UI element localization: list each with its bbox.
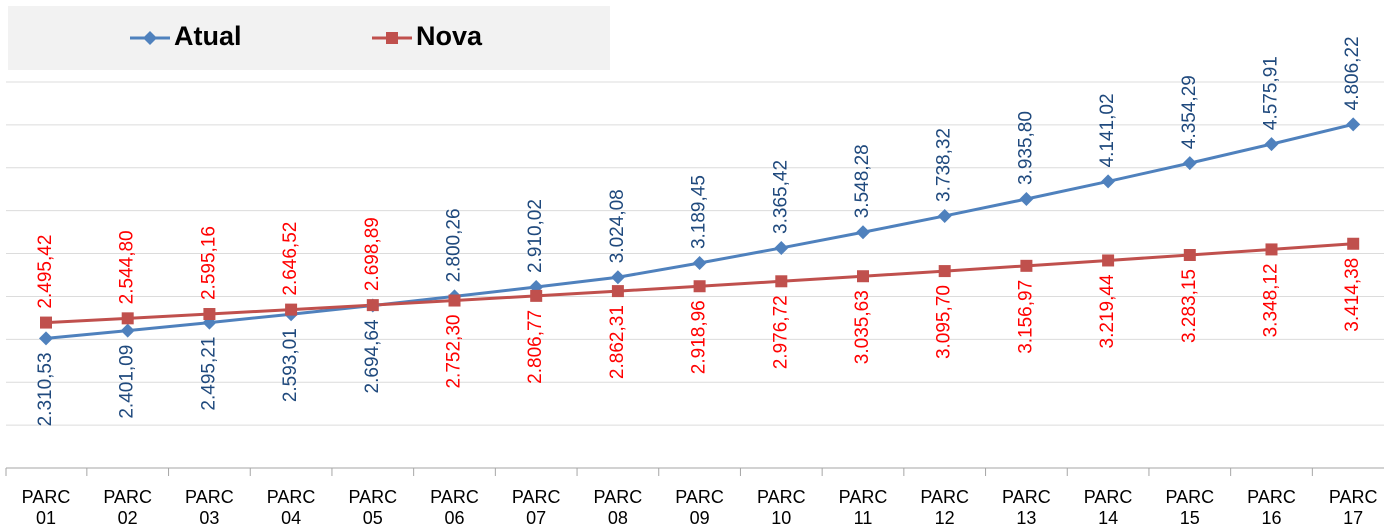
x-tick-label: PARC 14 (1084, 487, 1133, 524)
data-label: 2.862,31 (607, 305, 628, 379)
data-label: 2.698,89 (362, 217, 383, 291)
x-tick-label: PARC 02 (103, 487, 152, 524)
data-label: 4.806,22 (1342, 36, 1363, 110)
x-tick-label: PARC 08 (594, 487, 643, 524)
data-label: 4.575,91 (1261, 56, 1282, 130)
data-label: 3.365,42 (770, 160, 791, 234)
data-label: 3.189,45 (689, 175, 710, 249)
marker (1264, 137, 1279, 152)
marker (203, 308, 216, 321)
marker (1102, 254, 1115, 267)
data-label: 2.310,53 (35, 352, 56, 426)
data-label: 2.401,09 (117, 345, 138, 419)
x-tick-label: PARC 17 (1329, 487, 1378, 524)
marker (39, 331, 53, 346)
marker (1346, 117, 1361, 132)
data-label: 3.095,70 (934, 285, 955, 359)
data-label: 2.495,42 (35, 235, 56, 309)
marker (530, 289, 543, 302)
legend-marker (386, 32, 398, 44)
x-tick-label: PARC 05 (348, 487, 397, 524)
data-label: 3.219,44 (1097, 274, 1118, 348)
x-tick-label: PARC 01 (22, 487, 71, 524)
x-tick-label: PARC 13 (1002, 487, 1051, 524)
x-tick-label: PARC 07 (512, 487, 561, 524)
data-label: 2.918,96 (689, 300, 710, 374)
data-label: 2.544,80 (117, 230, 138, 304)
marker (1183, 249, 1196, 262)
x-tick-label: PARC 06 (430, 487, 479, 524)
data-label: 3.348,12 (1261, 263, 1282, 337)
marker (611, 285, 624, 298)
marker (120, 323, 135, 338)
marker (693, 280, 706, 293)
marker (856, 225, 870, 240)
x-tick-label: PARC 11 (839, 487, 888, 524)
data-label: 3.548,28 (852, 144, 873, 218)
marker (1020, 259, 1033, 272)
marker (937, 208, 952, 223)
marker (774, 240, 789, 255)
data-label: 2.910,02 (525, 199, 546, 273)
legend-box (8, 6, 610, 70)
marker (610, 270, 625, 285)
data-label: 3.283,15 (1179, 269, 1200, 343)
marker (121, 312, 134, 325)
data-label: 3.935,80 (1015, 111, 1036, 185)
data-label: 2.806,77 (525, 310, 546, 384)
data-label: 4.141,02 (1097, 93, 1118, 167)
data-label: 2.646,52 (280, 222, 301, 296)
data-label: 3.156,97 (1015, 280, 1036, 354)
data-label: 2.752,30 (444, 315, 465, 389)
marker (857, 270, 869, 283)
marker (40, 316, 52, 329)
marker (938, 265, 951, 278)
data-label: 3.035,63 (852, 290, 873, 364)
marker (1101, 174, 1116, 189)
legend-marker (143, 31, 157, 45)
data-label: 2.976,72 (770, 295, 791, 369)
data-label: 2.694,64 (362, 319, 383, 393)
marker (1182, 156, 1197, 171)
x-tick-label: PARC 10 (757, 487, 806, 524)
marker (1019, 192, 1034, 207)
legend-label: Nova (416, 21, 483, 51)
marker (692, 256, 707, 271)
x-tick-label: PARC 09 (675, 487, 724, 524)
x-tick-label: PARC 12 (920, 487, 969, 524)
x-tick-label: PARC 16 (1247, 487, 1296, 524)
marker (366, 299, 379, 312)
marker (1265, 243, 1278, 256)
data-label: 2.495,21 (198, 337, 219, 411)
marker (448, 294, 461, 307)
marker (285, 303, 298, 316)
data-label: 2.595,16 (198, 226, 219, 300)
x-tick-label: PARC 03 (185, 487, 234, 524)
data-label: 2.593,01 (280, 328, 301, 402)
data-label: 3.738,32 (934, 128, 955, 202)
data-label: 3.414,38 (1342, 258, 1363, 332)
data-label: 3.024,08 (607, 189, 628, 263)
x-tick-label: PARC 04 (267, 487, 316, 524)
data-label: 2.800,26 (444, 208, 465, 282)
x-tick-label: PARC 15 (1165, 487, 1214, 524)
legend-label: Atual (174, 21, 242, 51)
data-label: 4.354,29 (1179, 75, 1200, 149)
marker (1347, 237, 1360, 250)
marker (775, 275, 788, 288)
